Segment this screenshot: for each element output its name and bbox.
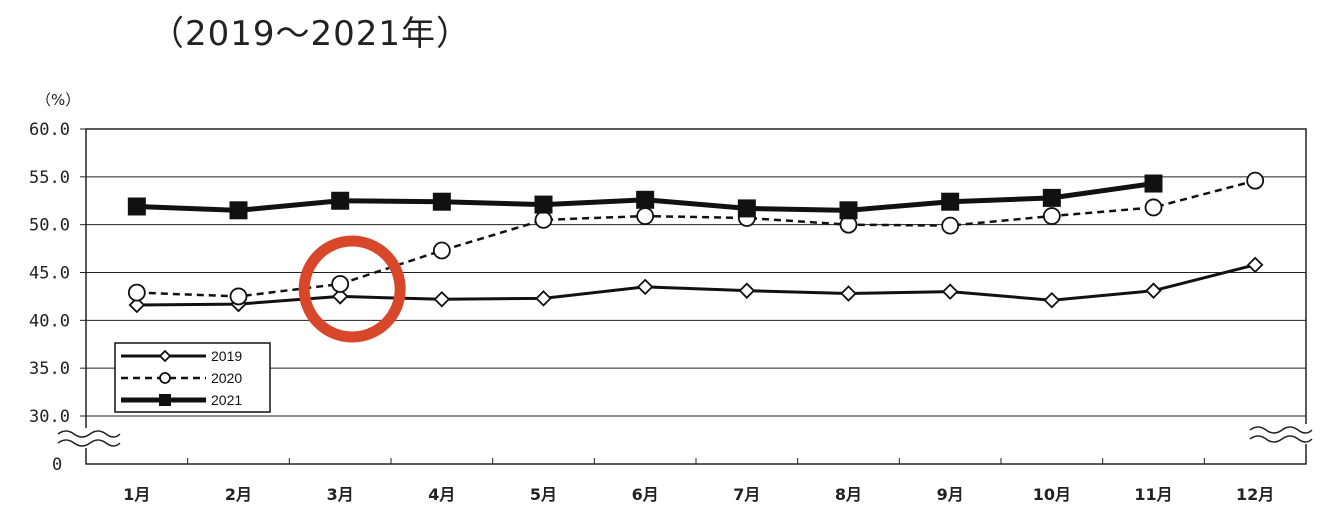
y-axis-unit: （%） xyxy=(36,91,80,109)
data-point-2021 xyxy=(229,201,248,220)
x-tick-label: 4月 xyxy=(428,485,455,504)
data-point-2021 xyxy=(636,190,655,209)
legend: 2019 2020 2021 xyxy=(114,342,271,413)
x-tick-label: 8月 xyxy=(835,485,862,504)
y-tick-zero: 0 xyxy=(52,455,62,475)
data-point-2019 xyxy=(128,296,146,314)
data-point-2021 xyxy=(839,201,858,220)
data-point-2019 xyxy=(941,283,959,300)
legend-marker-2019 xyxy=(158,349,172,363)
data-point-2019 xyxy=(1145,282,1162,299)
axis-break-wave xyxy=(57,439,121,447)
chart-title: （2019～2021年） xyxy=(150,14,472,54)
x-tick-label: 10月 xyxy=(1033,485,1071,504)
x-tick-label: 11月 xyxy=(1134,485,1172,504)
y-tick-label: 40.0 xyxy=(29,311,70,331)
x-tick-label: 3月 xyxy=(327,485,354,504)
data-point-2021 xyxy=(534,195,553,214)
y-tick-label: 55.0 xyxy=(29,168,70,188)
y-tick-label: 45.0 xyxy=(29,264,70,284)
plot-frame xyxy=(85,128,1307,465)
x-tick-label: 2月 xyxy=(225,485,252,504)
data-point-2019 xyxy=(840,285,857,302)
legend-marker-2021 xyxy=(159,394,171,406)
data-point-2020 xyxy=(432,241,451,260)
data-point-2019 xyxy=(433,291,451,308)
axis-break-wave xyxy=(57,430,121,438)
highlight-circle xyxy=(298,235,406,343)
data-point-2020 xyxy=(636,207,655,225)
data-point-2021 xyxy=(432,192,451,211)
series-2021 xyxy=(127,174,1163,220)
data-point-2020 xyxy=(127,283,146,302)
series-line-2019 xyxy=(136,263,1256,307)
y-axis-ticks: 60.0 55.0 50.0 45.0 40.0 35.0 30.0 xyxy=(29,120,86,427)
grid-lines xyxy=(86,176,1306,417)
legend-label-2020: 2020 xyxy=(211,370,242,386)
legend-marker-2020 xyxy=(159,372,171,384)
legend-label-2021: 2021 xyxy=(211,392,242,408)
data-point-2019 xyxy=(331,288,349,305)
data-point-2020 xyxy=(534,210,553,229)
y-tick-label: 35.0 xyxy=(29,359,70,379)
series-line-2020 xyxy=(136,179,1256,298)
series-2020 xyxy=(127,171,1265,306)
data-point-2021 xyxy=(331,191,350,210)
series-lines xyxy=(127,171,1265,314)
data-point-2020 xyxy=(941,216,960,235)
data-point-2021 xyxy=(1144,174,1163,193)
axis-break-wave xyxy=(1249,435,1313,443)
y-tick-label: 50.0 xyxy=(29,216,70,236)
x-tick-label: 9月 xyxy=(937,485,964,504)
data-point-2021 xyxy=(941,192,960,211)
data-point-2021 xyxy=(127,197,146,216)
axis-break-wave xyxy=(1249,426,1313,434)
x-tick-label: 6月 xyxy=(632,485,659,504)
x-tick-label: 12月 xyxy=(1236,485,1274,504)
data-point-2020 xyxy=(1246,171,1265,190)
data-point-2021 xyxy=(737,199,756,218)
data-point-2019 xyxy=(1246,256,1264,274)
y-tick-label: 30.0 xyxy=(29,407,70,427)
x-axis-ticks: 1月 2月 3月 4月 5月 6月 7月 8月 9月 10月 11月 12月 xyxy=(123,458,1274,504)
y-tick-label: 60.0 xyxy=(29,120,70,140)
data-point-2020 xyxy=(1042,207,1061,225)
data-point-2021 xyxy=(1042,188,1061,207)
data-point-2019 xyxy=(535,290,552,307)
data-point-2019 xyxy=(636,278,654,296)
x-tick-label: 7月 xyxy=(733,485,760,504)
data-point-2020 xyxy=(229,287,248,306)
highlight-annotation xyxy=(298,235,406,343)
legend-label-2019: 2019 xyxy=(211,348,242,364)
x-tick-label: 5月 xyxy=(530,485,557,504)
data-point-2020 xyxy=(1144,198,1163,217)
x-tick-label: 1月 xyxy=(123,485,150,504)
data-point-2019 xyxy=(1043,291,1061,309)
axis-break xyxy=(57,424,1313,448)
data-point-2019 xyxy=(738,282,756,299)
data-point-2020 xyxy=(331,275,350,293)
